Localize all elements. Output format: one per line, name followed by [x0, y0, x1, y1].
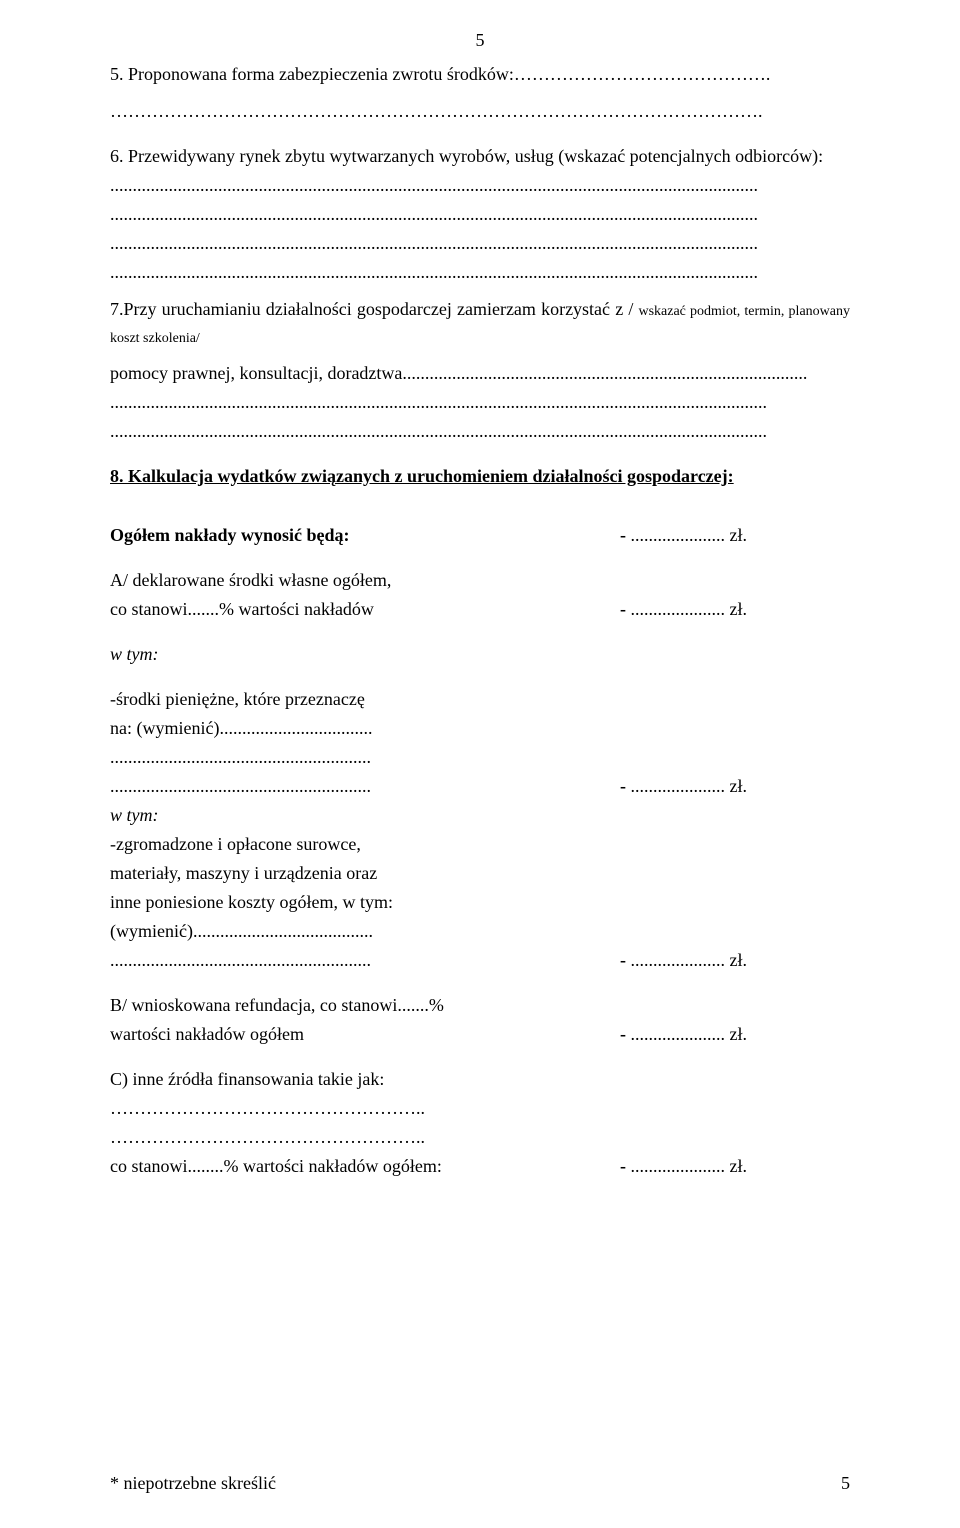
row-total-label: Ogółem nakłady wynosić będą: [110, 522, 620, 549]
row-srodki-4-label: ........................................… [110, 773, 620, 800]
section-8-heading: 8. Kalkulacja wydatków związanych z uruc… [110, 463, 850, 490]
row-zgrom-1: -zgromadzone i opłacone surowce, [110, 831, 850, 858]
section-6-dotted-2: ........................................… [110, 201, 850, 228]
row-zgrom-2: materiały, maszyny i urządzenia oraz [110, 860, 850, 887]
row-a-amount: - ..................... zł. [620, 596, 850, 623]
section-7-pre: 7.Przy uruchamianiu działalności gospoda… [110, 299, 638, 319]
row-zgrom-5: ........................................… [110, 947, 850, 974]
footer-page-number: 5 [841, 1473, 850, 1494]
section-7-dotted-1: ........................................… [110, 389, 850, 416]
dash: - [620, 950, 626, 970]
section-6-dotted-1: ........................................… [110, 172, 850, 199]
dash: - [620, 525, 626, 545]
row-a-line1: A/ deklarowane środki własne ogółem, [110, 567, 850, 594]
amount-dots: ..................... zł. [631, 776, 748, 796]
row-c-last: co stanowi........% wartości nakładów og… [110, 1153, 850, 1180]
page-footer: * niepotrzebne skreślić 5 [110, 1473, 850, 1494]
amount-dots: ..................... zł. [631, 1156, 748, 1176]
row-b-line2-label: wartości nakładów ogółem [110, 1021, 620, 1048]
row-b-line1: B/ wnioskowana refundacja, co stanowi...… [110, 992, 850, 1019]
section-6-dotted-4: ........................................… [110, 259, 850, 286]
page-number-top: 5 [110, 30, 850, 51]
row-srodki-3: ........................................… [110, 744, 850, 771]
dash: - [620, 1156, 626, 1176]
amount-dots: ..................... zł. [631, 525, 748, 545]
dash: - [620, 776, 626, 796]
row-c-last-label: co stanowi........% wartości nakładów og… [110, 1153, 620, 1180]
row-total-amount: - ..................... zł. [620, 522, 850, 549]
section-7-line2: pomocy prawnej, konsultacji, doradztwa..… [110, 360, 850, 387]
row-wtym-2: w tym: [110, 802, 850, 829]
amount-dots: ..................... zł. [631, 950, 748, 970]
row-total: Ogółem nakłady wynosić będą: - .........… [110, 522, 850, 549]
row-srodki-4: ........................................… [110, 773, 850, 800]
row-wtym-1: w tym: [110, 641, 850, 668]
row-zgrom-amount: - ..................... zł. [620, 947, 850, 974]
section-6-dotted-3: ........................................… [110, 230, 850, 257]
row-srodki-1: -środki pieniężne, które przeznaczę [110, 686, 850, 713]
dash: - [620, 599, 626, 619]
row-c-line: C) inne źródła finansowania takie jak: [110, 1066, 850, 1093]
amount-dots: ..................... zł. [631, 599, 748, 619]
amount-dots: ..................... zł. [631, 1024, 748, 1044]
section-6-text: 6. Przewidywany rynek zbytu wytwarzanych… [110, 143, 850, 170]
section-7-line1: 7.Przy uruchamianiu działalności gospoda… [110, 296, 850, 350]
row-c-amount: - ..................... zł. [620, 1153, 850, 1180]
row-srodki-amount: - ..................... zł. [620, 773, 850, 800]
row-zgrom-5-label: ........................................… [110, 947, 620, 974]
document-page: 5 5. Proponowana forma zabezpieczenia zw… [0, 0, 960, 1528]
row-c-dots1: …………………………………………….. [110, 1095, 850, 1122]
row-a-line2-label: co stanowi.......% wartości nakładów [110, 596, 620, 623]
dash: - [620, 1024, 626, 1044]
section-5-line1: 5. Proponowana forma zabezpieczenia zwro… [110, 61, 850, 88]
row-c-dots2: …………………………………………….. [110, 1124, 850, 1151]
row-srodki-2: na: (wymienić)..........................… [110, 715, 850, 742]
section-5-dots: ………………………………………………………………………………………………. [110, 98, 850, 125]
row-b-line2: wartości nakładów ogółem - .............… [110, 1021, 850, 1048]
section-7-dotted-2: ........................................… [110, 418, 850, 445]
footer-note: * niepotrzebne skreślić [110, 1473, 276, 1494]
row-zgrom-3: inne poniesione koszty ogółem, w tym: [110, 889, 850, 916]
row-b-amount: - ..................... zł. [620, 1021, 850, 1048]
row-zgrom-4: (wymienić)..............................… [110, 918, 850, 945]
row-a-line2: co stanowi.......% wartości nakładów - .… [110, 596, 850, 623]
